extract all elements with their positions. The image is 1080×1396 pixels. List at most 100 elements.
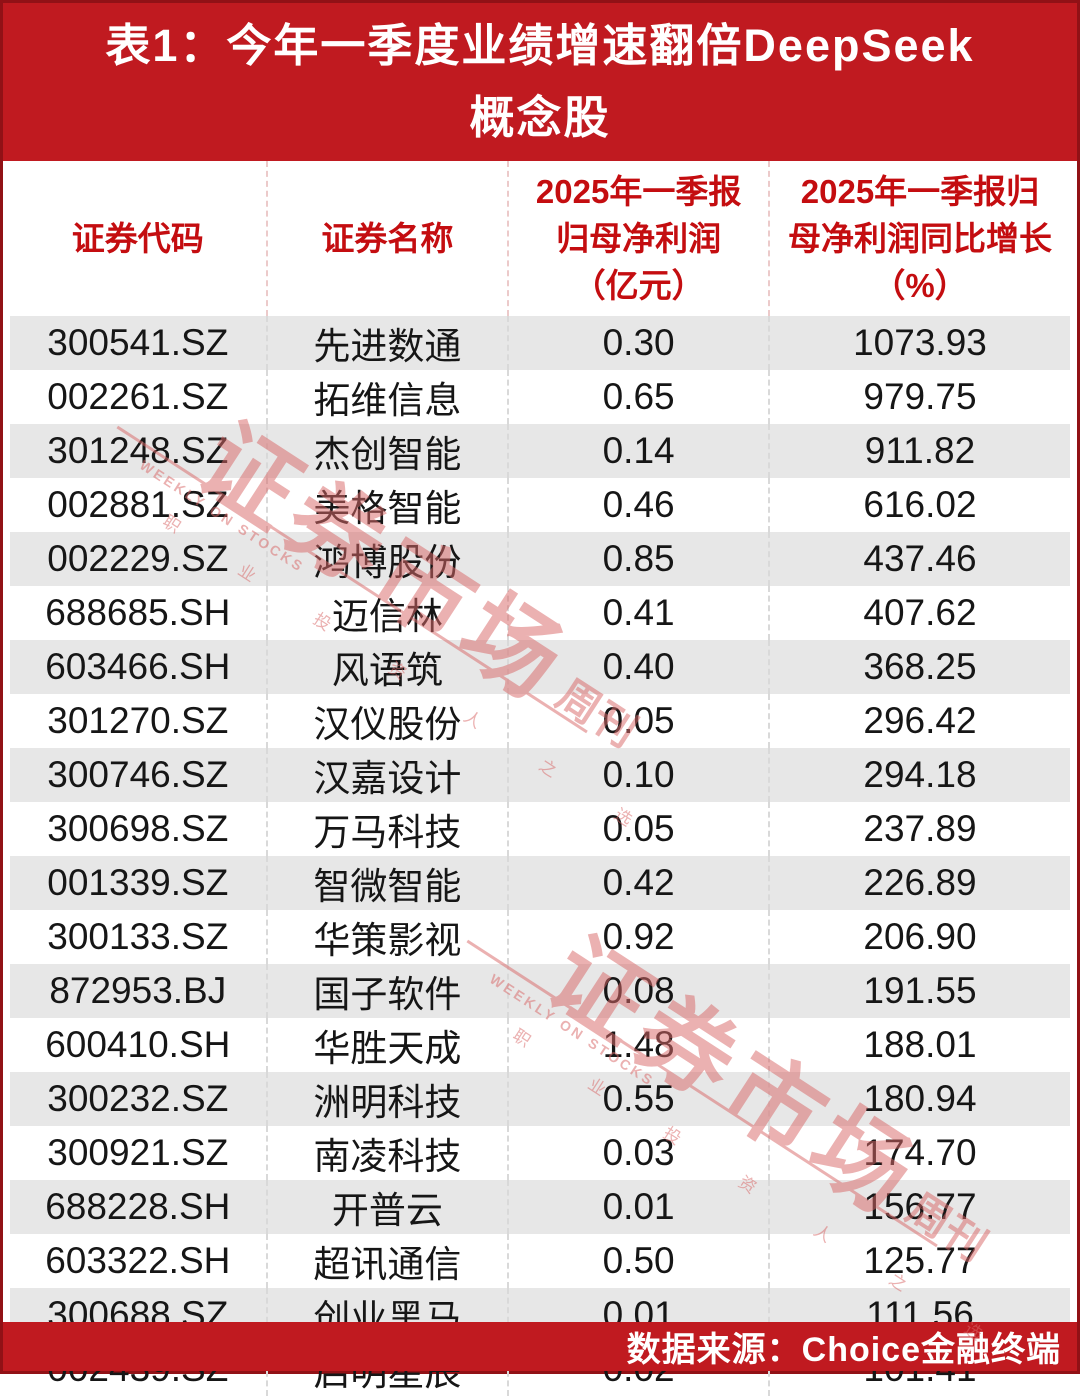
cell-security-name: 华策影视 <box>268 910 510 964</box>
table-body: 300541.SZ 先进数通 0.30 1073.93 002261.SZ 拓维… <box>10 316 1070 1396</box>
table-header-row: 证券代码 证券名称 2025年一季报 归母净利润 （亿元） 2025年一季报归 … <box>10 161 1070 316</box>
cell-security-name: 鸿博股份 <box>268 532 510 586</box>
cell-net-profit: 0.08 <box>509 964 770 1018</box>
cell-yoy-growth: 226.89 <box>863 862 977 903</box>
cell-security-code: 001339.SZ <box>10 856 268 910</box>
table-title: 表1：今年一季度业绩增速翻倍DeepSeek 概念股 <box>3 3 1077 161</box>
cell-net-profit: 0.50 <box>509 1234 770 1288</box>
column-header-code-label: 证券代码 <box>71 220 204 257</box>
column-header-growth-line-3: （%） <box>872 267 968 304</box>
cell-net-profit: 0.03 <box>509 1126 770 1180</box>
cell-security-code: 301270.SZ <box>10 694 268 748</box>
cell-security-code: 300921.SZ <box>10 1126 268 1180</box>
column-header-code: 证券代码 <box>10 161 268 316</box>
cell-yoy-growth: 188.01 <box>863 1024 977 1065</box>
cell-security-name: 风语筑 <box>268 640 510 694</box>
table-row: 300746.SZ 汉嘉设计 0.10 294.18 <box>10 748 1070 802</box>
table-row: 002229.SZ 鸿博股份 0.85 437.46 <box>10 532 1070 586</box>
stock-table: 证券代码 证券名称 2025年一季报 归母净利润 （亿元） 2025年一季报归 … <box>3 161 1077 1396</box>
cell-security-name: 超讯通信 <box>268 1234 510 1288</box>
cell-security-name: 杰创智能 <box>268 424 510 478</box>
cell-security-name: 洲明科技 <box>268 1072 510 1126</box>
cell-security-name: 开普云 <box>268 1180 510 1234</box>
column-header-name-label: 证券名称 <box>321 220 454 257</box>
cell-net-profit: 0.05 <box>509 802 770 856</box>
cell-net-profit: 0.40 <box>509 640 770 694</box>
cell-security-code: 300746.SZ <box>10 748 268 802</box>
cell-security-name: 万马科技 <box>268 802 510 856</box>
cell-yoy-growth: 125.77 <box>863 1240 977 1281</box>
cell-security-code: 688228.SH <box>10 1180 268 1234</box>
table-row: 301248.SZ 杰创智能 0.14 911.82 <box>10 424 1070 478</box>
column-header-growth: 2025年一季报归 母净利润同比增长 （%） <box>770 161 1070 316</box>
cell-net-profit: 0.46 <box>509 478 770 532</box>
cell-yoy-growth: 616.02 <box>863 484 977 525</box>
cell-net-profit: 0.14 <box>509 424 770 478</box>
cell-security-code: 300541.SZ <box>10 316 268 370</box>
cell-security-name: 国子软件 <box>268 964 510 1018</box>
data-source-bar: 数据来源：Choice金融终端 <box>3 1322 1077 1371</box>
data-source-label: 数据来源：Choice金融终端 <box>626 1331 1061 1369</box>
table-row: 300921.SZ 南凌科技 0.03 174.70 <box>10 1126 1070 1180</box>
table-row: 688685.SH 迈信林 0.41 407.62 <box>10 586 1070 640</box>
column-header-name: 证券名称 <box>268 161 510 316</box>
cell-yoy-growth: 368.25 <box>863 646 977 687</box>
cell-net-profit: 0.01 <box>509 1180 770 1234</box>
cell-net-profit: 0.05 <box>509 694 770 748</box>
cell-net-profit: 0.65 <box>509 370 770 424</box>
cell-yoy-growth: 237.89 <box>863 808 977 849</box>
cell-security-code: 300133.SZ <box>10 910 268 964</box>
cell-yoy-growth: 296.42 <box>863 700 977 741</box>
cell-security-name: 美格智能 <box>268 478 510 532</box>
cell-net-profit: 0.85 <box>509 532 770 586</box>
table-row: 600410.SH 华胜天成 1.48 188.01 <box>10 1018 1070 1072</box>
cell-security-name: 先进数通 <box>268 316 510 370</box>
cell-security-name: 迈信林 <box>268 586 510 640</box>
cell-net-profit: 0.55 <box>509 1072 770 1126</box>
cell-security-code: 301248.SZ <box>10 424 268 478</box>
table-row: 603466.SH 风语筑 0.40 368.25 <box>10 640 1070 694</box>
cell-security-code: 603322.SH <box>10 1234 268 1288</box>
cell-security-name: 汉嘉设计 <box>268 748 510 802</box>
column-header-growth-line-2: 母净利润同比增长 <box>787 220 1052 257</box>
cell-yoy-growth: 911.82 <box>864 430 976 471</box>
cell-security-code: 300698.SZ <box>10 802 268 856</box>
table-row: 301270.SZ 汉仪股份 0.05 296.42 <box>10 694 1070 748</box>
table-row: 001339.SZ 智微智能 0.42 226.89 <box>10 856 1070 910</box>
cell-net-profit: 1.48 <box>509 1018 770 1072</box>
cell-yoy-growth: 191.55 <box>863 970 977 1011</box>
cell-yoy-growth: 294.18 <box>863 754 977 795</box>
column-header-profit-line-2: 归母净利润 <box>556 220 722 257</box>
table-row: 603322.SH 超讯通信 0.50 125.77 <box>10 1234 1070 1288</box>
table-row: 300133.SZ 华策影视 0.92 206.90 <box>10 910 1070 964</box>
table-title-line-2: 概念股 <box>469 92 611 143</box>
cell-security-code: 603466.SH <box>10 640 268 694</box>
cell-security-code: 872953.BJ <box>10 964 268 1018</box>
cell-security-name: 拓维信息 <box>268 370 510 424</box>
cell-net-profit: 0.10 <box>509 748 770 802</box>
table-title-line-1: 表1：今年一季度业绩增速翻倍DeepSeek <box>105 20 975 71</box>
table-row: 300232.SZ 洲明科技 0.55 180.94 <box>10 1072 1070 1126</box>
cell-yoy-growth: 156.77 <box>863 1186 977 1227</box>
cell-yoy-growth: 979.75 <box>863 376 977 417</box>
cell-security-code: 002261.SZ <box>10 370 268 424</box>
cell-net-profit: 0.92 <box>509 910 770 964</box>
table-row: 300698.SZ 万马科技 0.05 237.89 <box>10 802 1070 856</box>
table-row: 002881.SZ 美格智能 0.46 616.02 <box>10 478 1070 532</box>
cell-yoy-growth: 437.46 <box>863 538 977 579</box>
cell-security-name: 智微智能 <box>268 856 510 910</box>
column-header-profit: 2025年一季报 归母净利润 （亿元） <box>509 161 770 316</box>
column-header-growth-line-1: 2025年一季报归 <box>800 173 1040 210</box>
cell-security-name: 华胜天成 <box>268 1018 510 1072</box>
cell-security-name: 南凌科技 <box>268 1126 510 1180</box>
column-header-profit-line-1: 2025年一季报 <box>535 173 742 210</box>
cell-yoy-growth: 407.62 <box>863 592 977 633</box>
table-row: 300541.SZ 先进数通 0.30 1073.93 <box>10 316 1070 370</box>
cell-net-profit: 0.42 <box>509 856 770 910</box>
table-row: 872953.BJ 国子软件 0.08 191.55 <box>10 964 1070 1018</box>
cell-security-code: 002881.SZ <box>10 478 268 532</box>
cell-security-code: 300232.SZ <box>10 1072 268 1126</box>
cell-net-profit: 0.30 <box>509 316 770 370</box>
cell-yoy-growth: 174.70 <box>863 1132 977 1173</box>
